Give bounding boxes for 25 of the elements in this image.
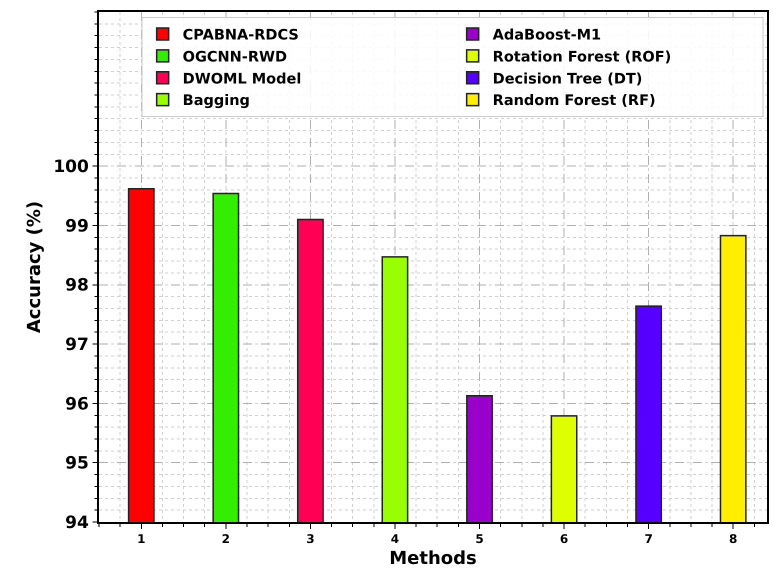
x-tick-label: 1 — [137, 532, 146, 546]
y-tick-label: 94 — [65, 512, 90, 533]
y-tick-label: 97 — [65, 335, 89, 356]
y-axis-title: Accuracy (%) — [24, 200, 46, 334]
legend-label: Bagging — [182, 93, 250, 110]
y-tick-label: 99 — [65, 216, 89, 236]
y-tick-label: 100 — [53, 157, 90, 178]
x-tick-label: 7 — [644, 532, 653, 546]
legend-label: AdaBoost-M1 — [492, 28, 602, 44]
x-tick-label: 4 — [390, 532, 400, 546]
x-tick-label: 8 — [729, 532, 738, 546]
x-tick-label: 3 — [306, 532, 315, 546]
legend-label: CPABNA-RDCS — [182, 28, 299, 44]
legend-label: Random Forest (RF) — [492, 93, 656, 110]
y-tick-label: 98 — [65, 276, 89, 296]
x-tick-label: 6 — [560, 532, 568, 546]
legend-label: DWOML Model — [182, 71, 302, 88]
legend-label: OGCNN-RWD — [182, 50, 288, 66]
x-axis-title: Methods — [389, 548, 477, 569]
y-tick-label: 96 — [65, 394, 89, 414]
legend-label: Decision Tree (DT) — [492, 71, 642, 88]
y-tick-label: 95 — [65, 454, 89, 474]
x-tick-label: 2 — [222, 532, 230, 546]
legend-label: Rotation Forest (ROF) — [492, 50, 672, 66]
x-tick-label: 5 — [475, 532, 484, 546]
